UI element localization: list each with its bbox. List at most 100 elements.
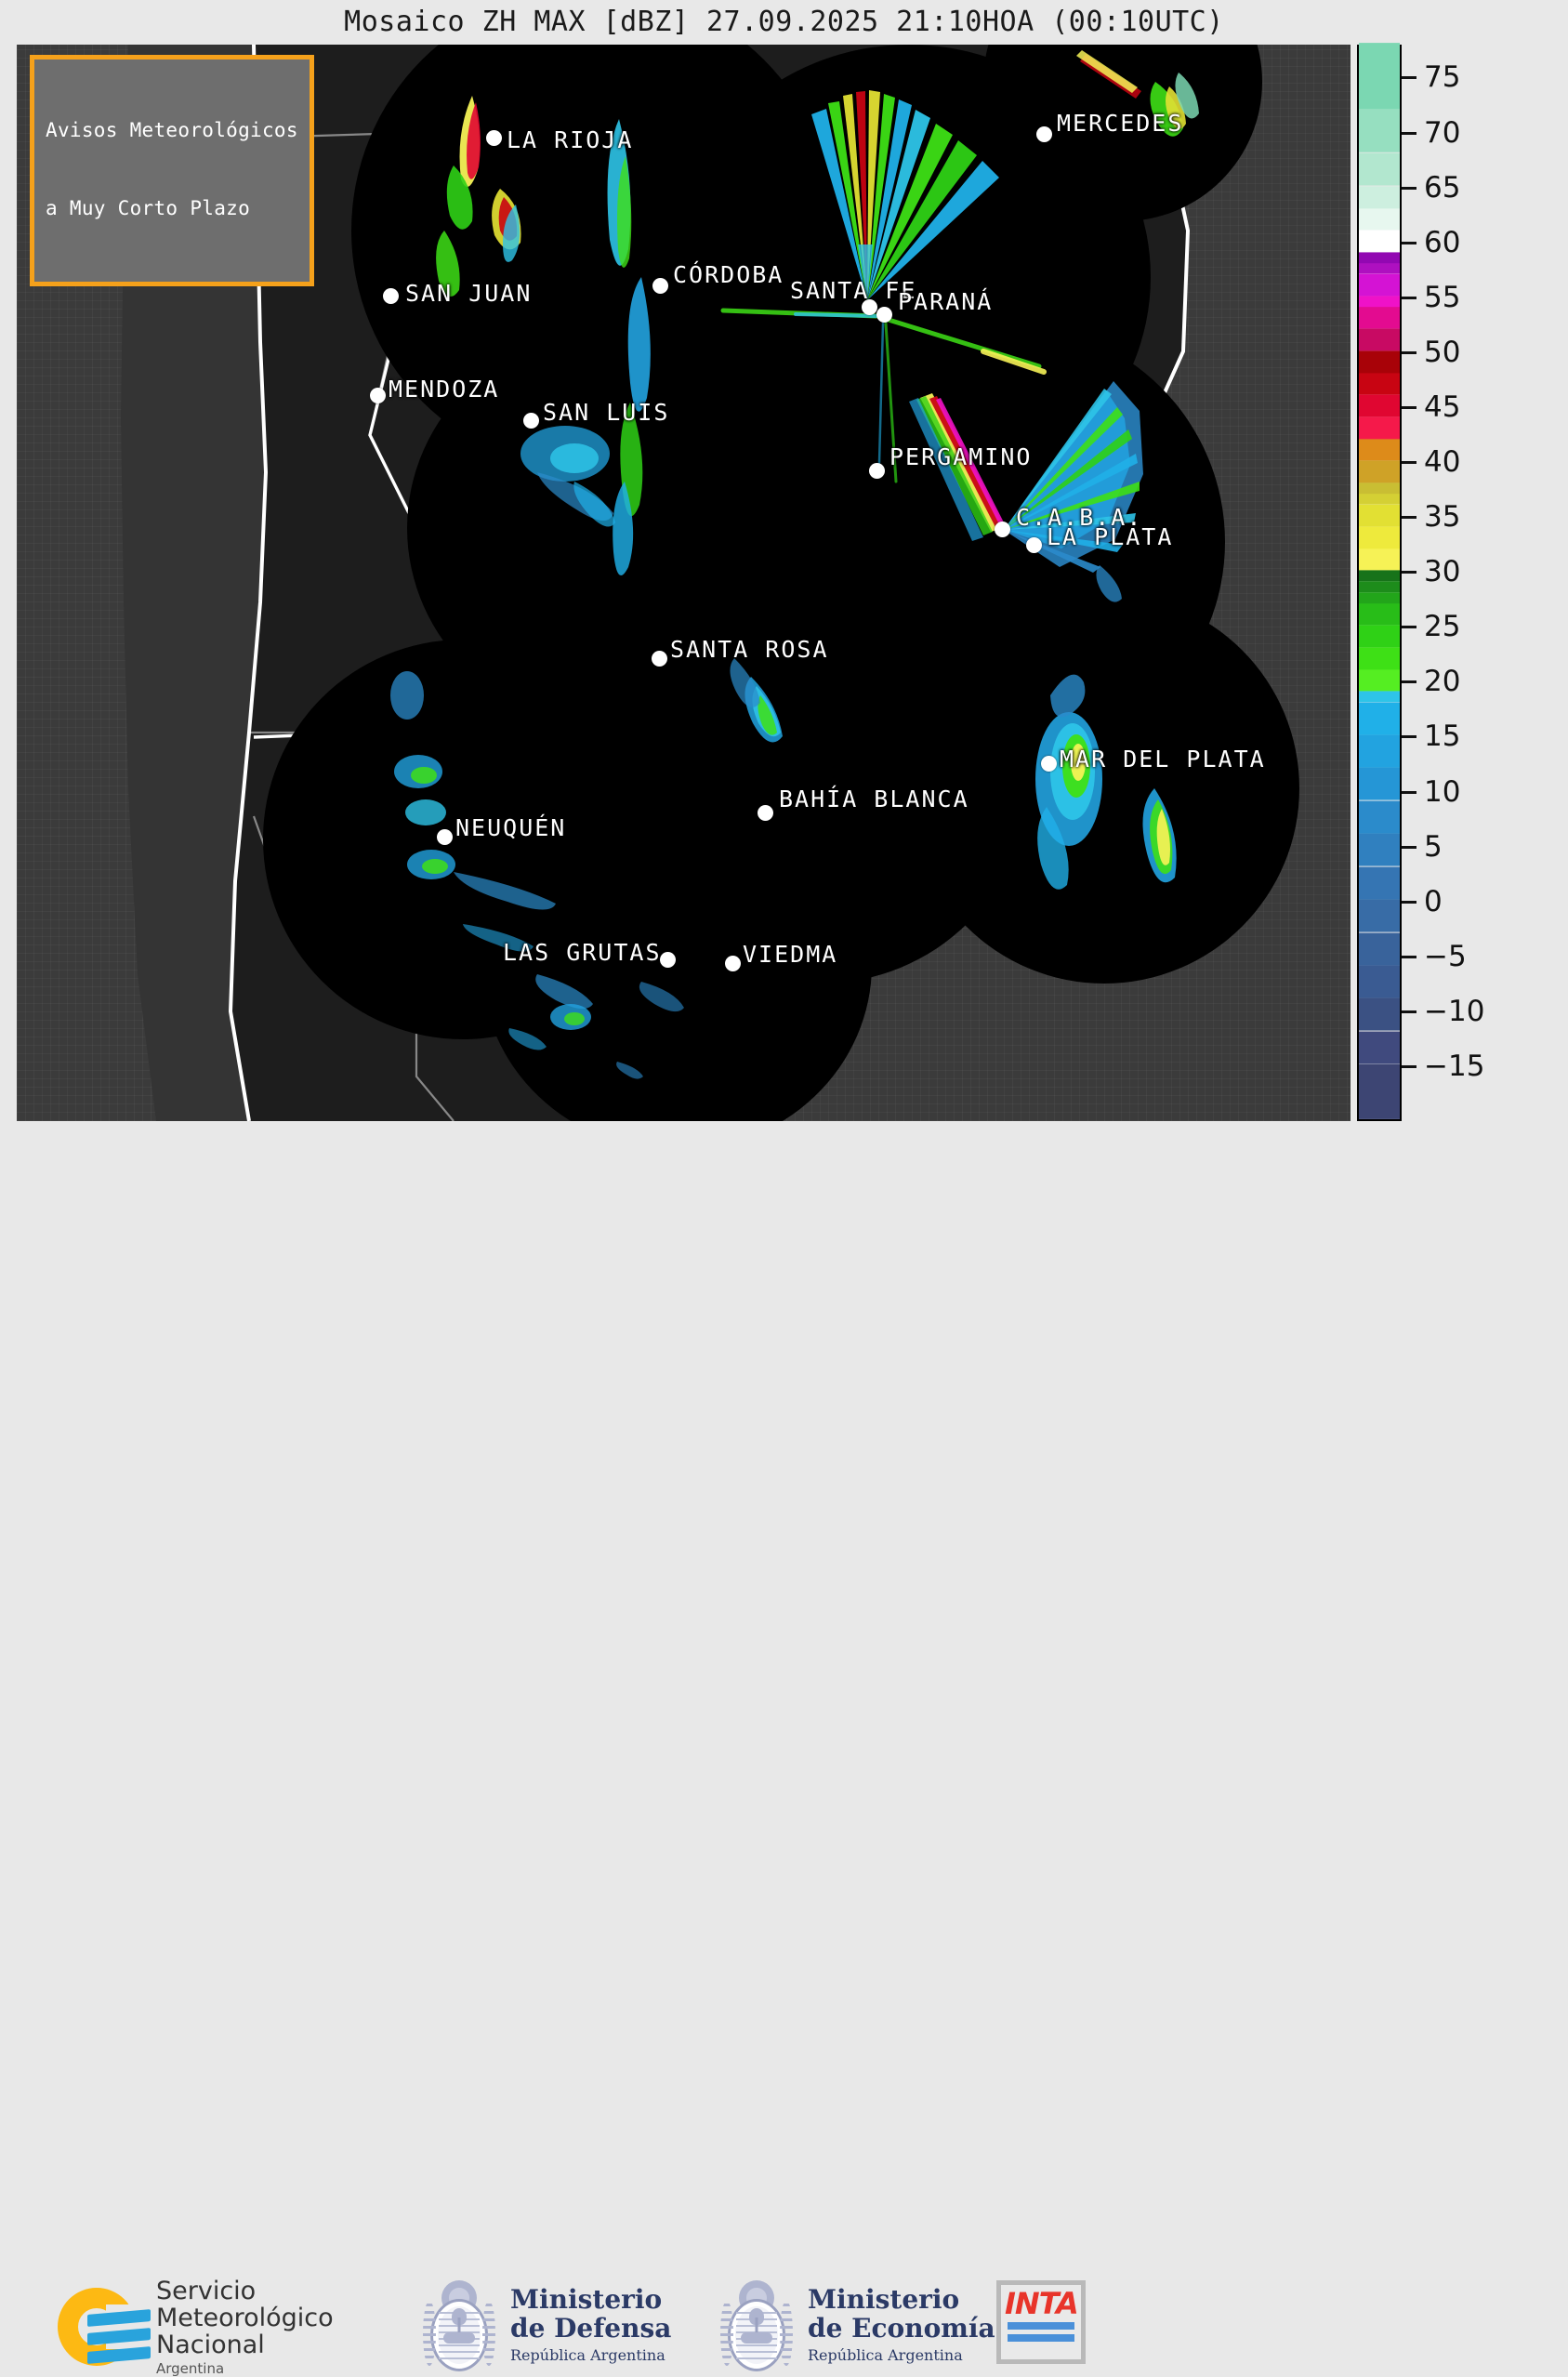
city-label: SAN JUAN	[405, 280, 533, 307]
colorbar-tick-label: 15	[1424, 720, 1461, 754]
colorbar-segment	[1359, 866, 1400, 900]
colorbar-segment	[1359, 251, 1400, 263]
logo-smn[interactable]: Servicio Meteorológico Nacional Argentin…	[58, 2278, 334, 2377]
colorbar-segment	[1359, 504, 1400, 527]
mindef-line-1: Ministerio	[510, 2284, 663, 2316]
colorbar-segment	[1359, 306, 1400, 329]
colorbar-tick-label: 40	[1424, 445, 1461, 480]
echo-radials-parana	[720, 308, 1047, 483]
city-label: SANTA FE	[790, 277, 917, 304]
colorbar-segment	[1359, 668, 1400, 692]
colorbar-tick	[1402, 405, 1416, 409]
inta-wordmark: INTA	[1005, 2286, 1079, 2321]
city-dot-icon	[437, 829, 453, 845]
colorbar-gradient	[1357, 43, 1402, 1121]
colorbar-tick	[1402, 461, 1416, 465]
city-dot-icon	[876, 307, 892, 323]
landmass-chile	[121, 45, 266, 1121]
colorbar-segment	[1359, 526, 1400, 548]
city-label: MAR DEL PLATA	[1060, 746, 1266, 773]
colorbar: 75 70 65 60 55 50 45 40 35 30 25 20 15 10 5 0 −5 −10 −15	[1357, 43, 1484, 1121]
colorbar-segment	[1359, 570, 1400, 582]
warning-line-1: Avisos Meteorológicos	[46, 118, 298, 141]
warning-box[interactable]: Avisos Meteorológicos a Muy Corto Plazo	[30, 55, 314, 287]
colorbar-segment	[1359, 1063, 1400, 1119]
colorbar-segment	[1359, 581, 1400, 592]
city-label: PERGAMINO	[889, 443, 1033, 470]
colorbar-tick	[1402, 1064, 1416, 1068]
city-dot-icon	[1036, 126, 1052, 142]
city-label: VIEDMA	[743, 941, 838, 968]
footer-logos: Servicio Meteorológico Nacional Argentin…	[0, 1125, 1568, 2377]
city-dot-icon	[869, 463, 885, 479]
echo-cluster-mercedes	[1076, 50, 1199, 137]
colorbar-tick	[1402, 131, 1416, 135]
colorbar-segment	[1359, 230, 1400, 252]
colorbar-tick-label: 10	[1424, 774, 1461, 809]
colorbar-segment	[1359, 43, 1400, 110]
city-dot-icon	[1026, 537, 1042, 553]
colorbar-segment	[1359, 152, 1400, 186]
echo-fan-parana	[811, 90, 999, 300]
echo-cluster-lariojasanjuan	[436, 96, 521, 297]
smn-line-4: Argentina	[156, 2360, 225, 2377]
smn-line-1: Servicio	[156, 2277, 257, 2305]
colorbar-tick	[1402, 626, 1416, 629]
colorbar-tick	[1402, 955, 1416, 958]
city-label: LA RIOJA	[507, 126, 634, 153]
city-dot-icon	[486, 130, 502, 146]
colorbar-segment	[1359, 647, 1400, 669]
smn-line-3: Nacional	[156, 2331, 265, 2360]
colorbar-segment	[1359, 767, 1400, 801]
colorbar-segment	[1359, 602, 1400, 626]
mindef-line-2: de Defensa	[510, 2313, 672, 2344]
logo-ministerio-defensa[interactable]: Ministerio de Defensa República Argentin…	[423, 2280, 672, 2371]
mineco-line-1: Ministerio	[808, 2284, 960, 2316]
colorbar-ticks: 75 70 65 60 55 50 45 40 35 30 25 20 15 10 5 0 −5 −10 −15	[1402, 45, 1568, 1121]
colorbar-tick-label: 60	[1424, 225, 1461, 259]
echo-line-caba	[909, 393, 1005, 541]
colorbar-tick-label: 45	[1424, 390, 1461, 424]
colorbar-tick-label: 0	[1424, 884, 1443, 918]
city-dot-icon	[758, 805, 773, 821]
city-dot-icon	[995, 522, 1010, 537]
city-label: SANTA ROSA	[670, 636, 829, 663]
colorbar-tick	[1402, 1010, 1416, 1013]
colorbar-segment	[1359, 460, 1400, 482]
colorbar-segment	[1359, 273, 1400, 297]
echo-cluster-neuquen	[390, 671, 556, 952]
colorbar-tick-label: 70	[1424, 115, 1461, 150]
colorbar-segment	[1359, 591, 1400, 603]
smn-mark-icon	[58, 2284, 151, 2370]
colorbar-segment	[1359, 350, 1400, 373]
city-dot-icon	[1041, 756, 1057, 772]
city-dot-icon	[660, 952, 676, 968]
city-label: C.A.B.A.	[1016, 504, 1143, 531]
colorbar-segment	[1359, 625, 1400, 648]
logo-ministerio-economia[interactable]: Ministerio de Economía República Argenti…	[720, 2280, 995, 2371]
echo-cluster-cordoba-sierras	[607, 119, 651, 575]
colorbar-tick-label: −5	[1424, 939, 1467, 973]
colorbar-segment	[1359, 394, 1400, 416]
colorbar-tick	[1402, 790, 1416, 794]
city-dot-icon	[652, 278, 668, 294]
inta-bar-1	[1008, 2322, 1074, 2331]
argentina-shield-icon	[720, 2280, 793, 2371]
echo-cluster-lasgrutas	[508, 974, 684, 1079]
colorbar-segment	[1359, 482, 1400, 494]
colorbar-tick-label: 35	[1424, 500, 1461, 535]
colorbar-tick	[1402, 571, 1416, 574]
colorbar-segment	[1359, 899, 1400, 933]
city-label: MENDOZA	[389, 376, 500, 403]
colorbar-segment	[1359, 416, 1400, 439]
city-label: SAN LUIS	[543, 399, 670, 426]
echo-cluster-mardelplata	[1035, 565, 1177, 890]
logo-inta[interactable]: INTA	[996, 2280, 1086, 2364]
colorbar-tick-label: 25	[1424, 610, 1461, 644]
city-dot-icon	[652, 651, 667, 667]
colorbar-segment	[1359, 965, 1400, 999]
colorbar-tick-label: 30	[1424, 555, 1461, 589]
radar-dome-viedma	[481, 779, 872, 1121]
colorbar-tick	[1402, 680, 1416, 684]
radar-map-panel[interactable]: Avisos Meteorológicos a Muy Corto Plazo …	[17, 45, 1351, 1121]
